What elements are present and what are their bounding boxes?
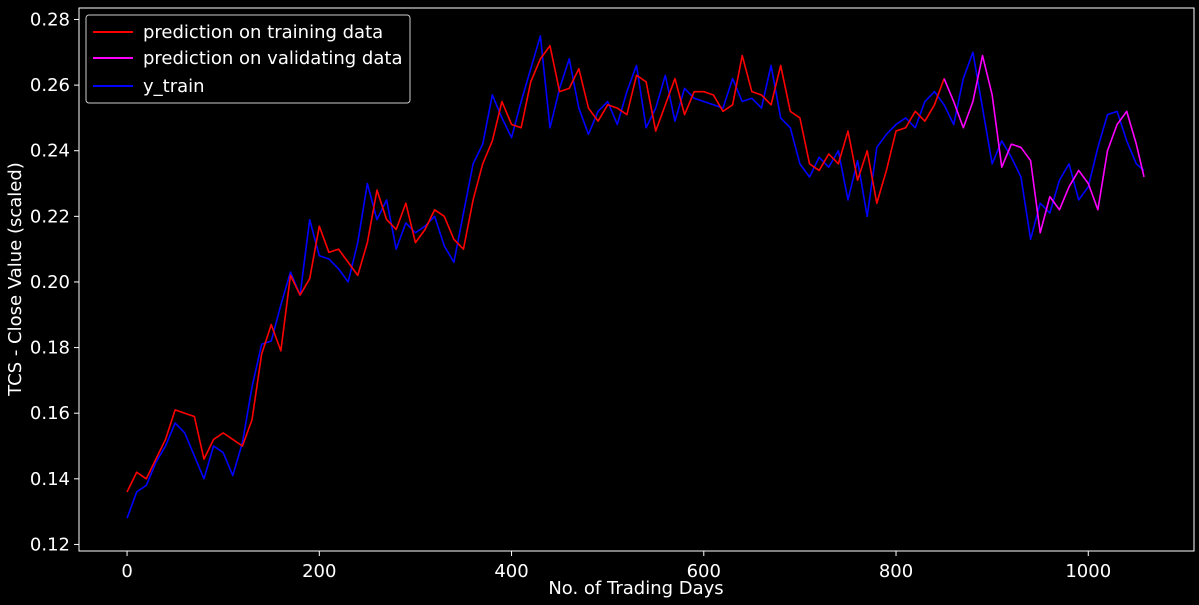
y-tick-label: 0.16 (30, 403, 70, 424)
x-tick-label: 800 (879, 561, 913, 582)
y-tick-label: 0.24 (30, 141, 70, 162)
y-tick-label: 0.18 (30, 338, 70, 359)
x-tick-label: 600 (687, 561, 721, 582)
y-tick-label: 0.28 (30, 9, 70, 30)
x-tick-label: 1000 (1065, 561, 1111, 582)
y-axis-label: TCS - Close Value (scaled) (5, 162, 26, 397)
x-axis: 0 200 400 600 800 1000 (121, 551, 1111, 582)
x-tick-label: 400 (494, 561, 528, 582)
y-axis: 0.12 0.14 0.16 0.18 0.20 0.22 0.24 0.26 0.28 (30, 9, 79, 555)
legend: prediction on training data prediction o… (85, 14, 411, 104)
legend-label-training: prediction on training data (143, 22, 383, 43)
series-layer (126, 35, 1145, 519)
y-tick-label: 0.22 (30, 206, 70, 227)
y-tick-label: 0.14 (30, 469, 70, 490)
legend-box (85, 14, 411, 104)
y-tick-label: 0.20 (30, 272, 70, 293)
legend-label-validating: prediction on validating data (143, 48, 402, 69)
x-axis-label: No. of Trading Days (548, 578, 723, 599)
series-line-0 (126, 44, 945, 493)
y-tick-label: 0.26 (30, 75, 70, 96)
series-line-1 (943, 54, 1145, 234)
y-tick-label: 0.12 (30, 534, 70, 555)
x-tick-label: 200 (302, 561, 336, 582)
plot-frame (78, 7, 1195, 552)
legend-label-y-train: y_train (143, 76, 205, 97)
x-tick-label: 0 (121, 561, 132, 582)
